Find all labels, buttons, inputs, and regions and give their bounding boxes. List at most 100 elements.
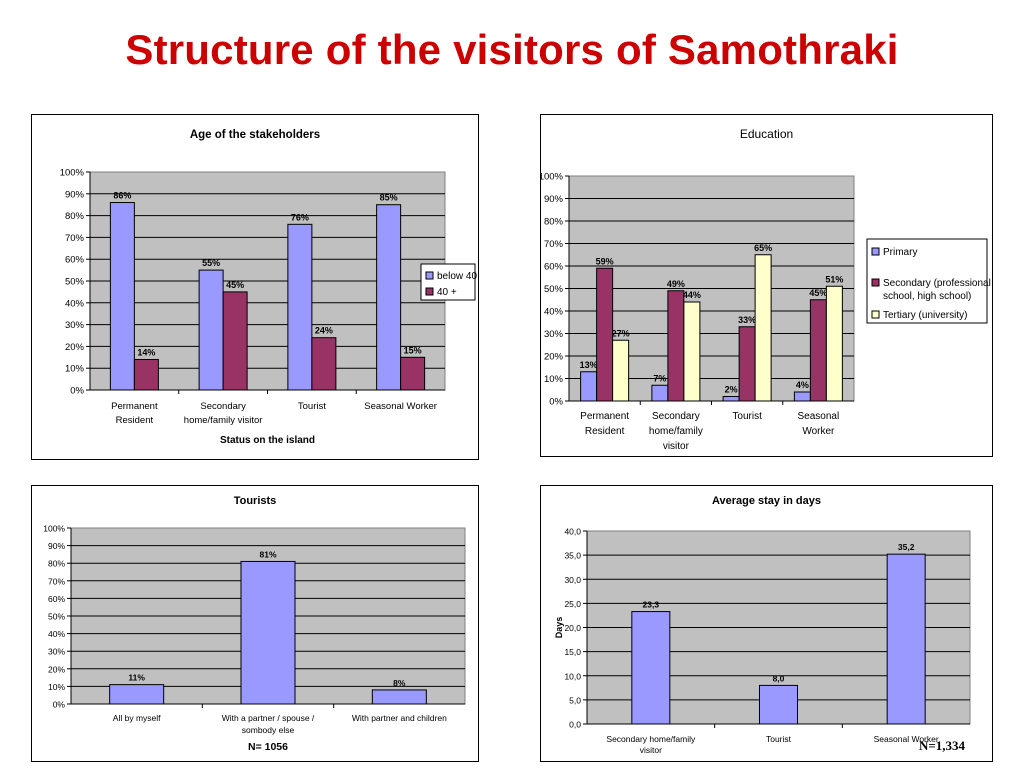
data-label: 13% [580,360,598,370]
category-label: visitor [663,441,690,452]
y-tick-label: 10% [544,374,564,385]
slide-title: Structure of the visitors of Samothraki [125,26,899,73]
bar [683,301,701,402]
category-label: With partner and children [352,713,447,723]
y-tick-label: 60% [48,594,65,604]
data-label: 44% [683,290,701,300]
education-chart-panel: Education 0% 10% 20% 30% 40% 50% 60% 70% 80% 90% 10… [540,114,993,457]
x-axis-title: Status on the island [220,435,315,446]
y-tick-label: 80% [65,211,85,222]
bar [287,223,313,391]
category-label: All by myself [113,713,161,723]
y-tick-label: 70% [48,576,65,586]
data-label: 15% [404,345,422,355]
y-tick-label: 0% [70,386,84,397]
category-label: Tourist [298,401,326,412]
data-label: 65% [754,243,772,253]
category-label: Seasonal Worker [874,734,939,744]
data-label: 8,0 [773,673,785,683]
legend-swatch [871,310,880,319]
bar [738,326,756,402]
y-tick-label: 60% [65,255,85,266]
data-label: 8% [393,678,406,688]
category-label: Tourist [766,734,792,744]
y-tick-label: 90% [65,189,85,200]
data-label: 81% [259,549,276,559]
data-label: 45% [809,288,827,298]
education-chart: Education 0% 10% 20% 30% 40% 50% 60% 70% 80% 90% 10… [541,127,991,452]
y-tick-label: 40% [65,298,85,309]
category-label: home/family [649,426,703,437]
y-tick-label: 100% [60,168,85,179]
bar [754,254,772,402]
category-label: Secondary [652,411,700,422]
bar [825,285,843,402]
legend-swatch [871,278,880,287]
y-tick-label: 35,0 [564,551,581,561]
legend-label: below 40 [437,271,477,282]
y-tick-label: 30% [48,647,65,657]
y-tick-label: 0,0 [569,720,581,730]
data-label: 55% [202,258,220,268]
y-tick-label: 40% [544,307,564,318]
y-tick-label: 50% [48,612,65,622]
category-label: Resident [585,426,625,437]
y-tick-label: 90% [48,541,65,551]
category-label: Secondary home/family [606,734,696,744]
y-tick-label: 5,0 [569,695,581,705]
sample-size-note: N=1,334 [918,738,966,753]
bar [793,391,811,402]
bar [722,396,740,402]
y-tick-label: 40,0 [564,527,581,537]
legend-label: Primary [883,247,917,258]
data-label: 24% [315,326,333,336]
category-label: home/family visitor [184,415,263,426]
data-label: 85% [380,193,398,203]
category-label: Resident [116,415,154,426]
bar [886,553,926,725]
tourists-chart: Tourists 0% 10% 20% 30% 40% 50% 60% 70% 80% 90% 100… [43,495,466,753]
legend-swatch [425,287,434,296]
legend-label: school, high school) [883,291,971,302]
data-label: 86% [113,191,131,201]
y-tick-label: 70% [65,233,85,244]
y-tick-label: 100% [541,172,564,183]
category-label: Secondary [200,401,246,412]
bar [109,202,135,391]
bar [222,291,248,391]
chart-title: Age of the stakeholders [190,129,320,141]
data-label: 49% [667,279,685,289]
legend [866,238,988,324]
y-tick-label: 0% [53,700,66,710]
bar [580,371,598,402]
category-label: Seasonal [798,411,840,422]
age-chart: Age of the stakeholders 0% 10% 20% 30% 40% 50%… [60,129,478,446]
y-tick-label: 10% [48,682,65,692]
data-label: 33% [738,315,756,325]
category-label: With a partner / spouse / [222,713,315,723]
bar [400,356,426,391]
data-label: 4% [796,380,809,390]
y-tick-label: 30,0 [564,575,581,585]
y-tick-label: 10% [65,364,85,375]
legend-label: Tertiary (university) [883,310,967,321]
bar [198,269,224,391]
tourists-chart-panel: Tourists 0% 10% 20% 30% 40% 50% 60% 70% 80% 90% 100… [31,485,479,762]
bar [612,339,630,402]
bar [240,560,296,705]
bar [109,684,165,705]
y-tick-label: 80% [48,559,65,569]
stay-chart-panel: Average stay in days 0,0 5,0 10,0 15,0 20,0 25… [540,485,993,762]
age-chart-panel: Age of the stakeholders 0% 10% 20% 30% 40% 50%… [31,114,479,460]
y-tick-label: 20% [544,352,564,363]
data-label: 45% [226,280,244,290]
y-tick-label: 25,0 [564,599,581,609]
bar [596,267,614,402]
legend-swatch [871,247,880,256]
legend-swatch [425,271,434,280]
category-label: Worker [802,426,835,437]
y-tick-label: 70% [544,239,564,250]
y-tick-label: 60% [544,262,564,273]
data-label: 59% [596,256,614,266]
legend-label: 40 + [437,287,457,298]
